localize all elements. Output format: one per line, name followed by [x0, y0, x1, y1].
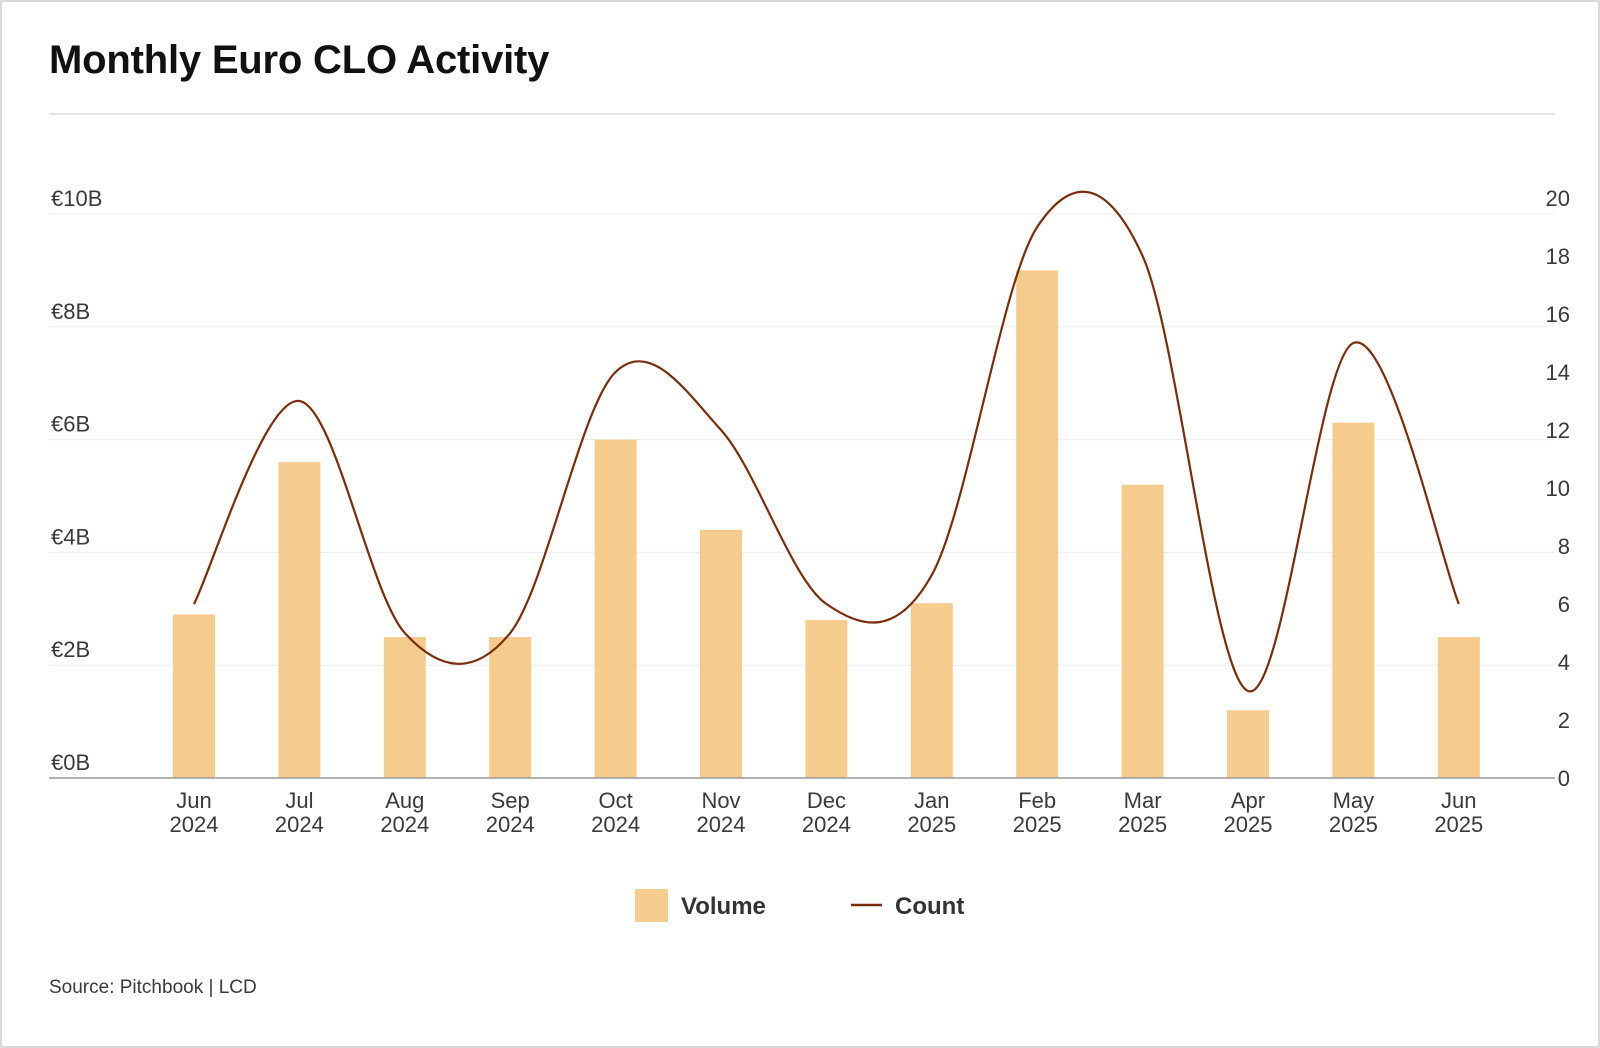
y-right-tick-label: 6: [1558, 592, 1570, 617]
x-tick-month: Aug: [385, 788, 424, 813]
y-right-tick-label: 14: [1546, 360, 1570, 385]
x-tick-year: 2024: [275, 812, 324, 837]
y-left-tick-label: €4B: [51, 524, 90, 549]
volume-bar: [1121, 484, 1164, 778]
volume-bar: [594, 439, 637, 778]
x-tick-year: 2025: [1118, 812, 1167, 837]
x-tick-month: Mar: [1124, 788, 1162, 813]
y-right-tick-label: 8: [1558, 534, 1570, 559]
x-tick-month: Jun: [176, 788, 211, 813]
x-tick-month: Feb: [1018, 788, 1056, 813]
x-tick-month: Jul: [285, 788, 313, 813]
source-note: Source: Pitchbook | LCD: [49, 977, 257, 998]
x-tick-year: 2025: [1013, 812, 1062, 837]
x-tick-year: 2024: [697, 812, 746, 837]
volume-bar: [278, 462, 321, 778]
x-tick-month: May: [1333, 788, 1375, 813]
legend-volume-swatch: [635, 889, 668, 922]
volume-bar: [1016, 270, 1059, 778]
x-tick-year: 2024: [170, 812, 219, 837]
volume-bar: [489, 637, 532, 778]
y-right-tick-label: 18: [1546, 244, 1570, 269]
x-tick-year: 2024: [802, 812, 851, 837]
volume-bar: [173, 614, 215, 778]
y-right-tick-label: 16: [1546, 302, 1570, 327]
volume-bar: [805, 620, 848, 778]
y-right-tick-label: 2: [1558, 708, 1570, 733]
x-tick-month: Nov: [701, 788, 740, 813]
y-right-tick-label: 12: [1546, 418, 1570, 443]
legend-volume-label: Volume: [681, 893, 766, 920]
y-right-tick-label: 4: [1558, 650, 1570, 675]
axes: €0B€2B€4B€6B€8B€10B02468101214161820Jun2…: [49, 186, 1570, 837]
y-right-tick-label: 0: [1558, 766, 1570, 791]
y-left-tick-label: €6B: [51, 412, 90, 437]
y-right-tick-label: 10: [1546, 476, 1570, 501]
volume-bar: [700, 529, 742, 778]
volume-bars: [173, 270, 1480, 778]
grid-lines: [49, 213, 1555, 666]
count-line: [193, 190, 1460, 693]
x-tick-month: Oct: [598, 788, 632, 813]
x-tick-year: 2025: [907, 812, 956, 837]
chart-title: Monthly Euro CLO Activity: [49, 38, 550, 82]
x-tick-year: 2024: [486, 812, 535, 837]
volume-bar: [1227, 710, 1269, 778]
y-right-tick-label: 20: [1546, 186, 1570, 211]
x-tick-year: 2025: [1434, 812, 1483, 837]
y-left-tick-label: €0B: [51, 750, 90, 775]
volume-bar: [1437, 637, 1480, 778]
legend: Volume Count: [635, 889, 964, 922]
volume-bar: [910, 603, 953, 778]
x-tick-month: Dec: [807, 788, 846, 813]
y-left-tick-label: €10B: [51, 186, 102, 211]
x-tick-month: Jun: [1441, 788, 1476, 813]
count-line-layer: [193, 190, 1460, 693]
title-divider: [49, 113, 1555, 115]
volume-bar: [1332, 422, 1375, 778]
y-left-tick-label: €8B: [51, 299, 90, 324]
volume-bar: [383, 637, 426, 778]
legend-count-label: Count: [895, 893, 964, 920]
x-tick-year: 2025: [1329, 812, 1378, 837]
x-tick-month: Apr: [1231, 788, 1265, 813]
y-left-tick-label: €2B: [51, 637, 90, 662]
x-tick-month: Sep: [491, 788, 530, 813]
x-tick-year: 2024: [380, 812, 429, 837]
x-tick-year: 2024: [591, 812, 640, 837]
x-tick-year: 2025: [1224, 812, 1273, 837]
x-tick-month: Jan: [914, 788, 949, 813]
